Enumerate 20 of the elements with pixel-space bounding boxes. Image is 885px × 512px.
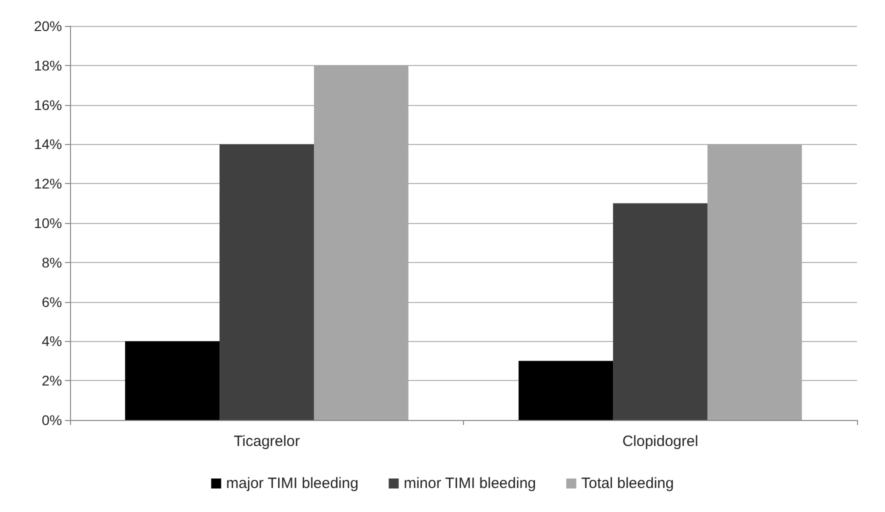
y-tick-label: 14% [34,136,62,152]
x-tick-label: Ticagrelor [234,433,300,450]
x-tick-label: Clopidogrel [622,433,698,450]
legend-label: minor TIMI bleeding [404,475,536,492]
legend-label: Total bleeding [581,475,674,492]
y-tick-label: 8% [42,254,62,270]
y-tick-label: 16% [34,96,62,113]
y-tick-label: 0% [42,412,62,428]
bar [220,144,314,420]
y-tick-label: 2% [42,372,62,389]
y-tick-label: 10% [34,215,62,231]
bar [613,203,708,420]
y-tick-label: 18% [34,57,62,74]
legend-label: major TIMI bleeding [226,475,358,492]
bar [125,341,220,420]
y-tick-label: 12% [34,176,62,192]
y-tick-label: 4% [42,333,62,350]
bar [518,360,614,420]
y-tick-label: 20% [34,18,62,34]
y-tick-label: 6% [42,294,62,310]
